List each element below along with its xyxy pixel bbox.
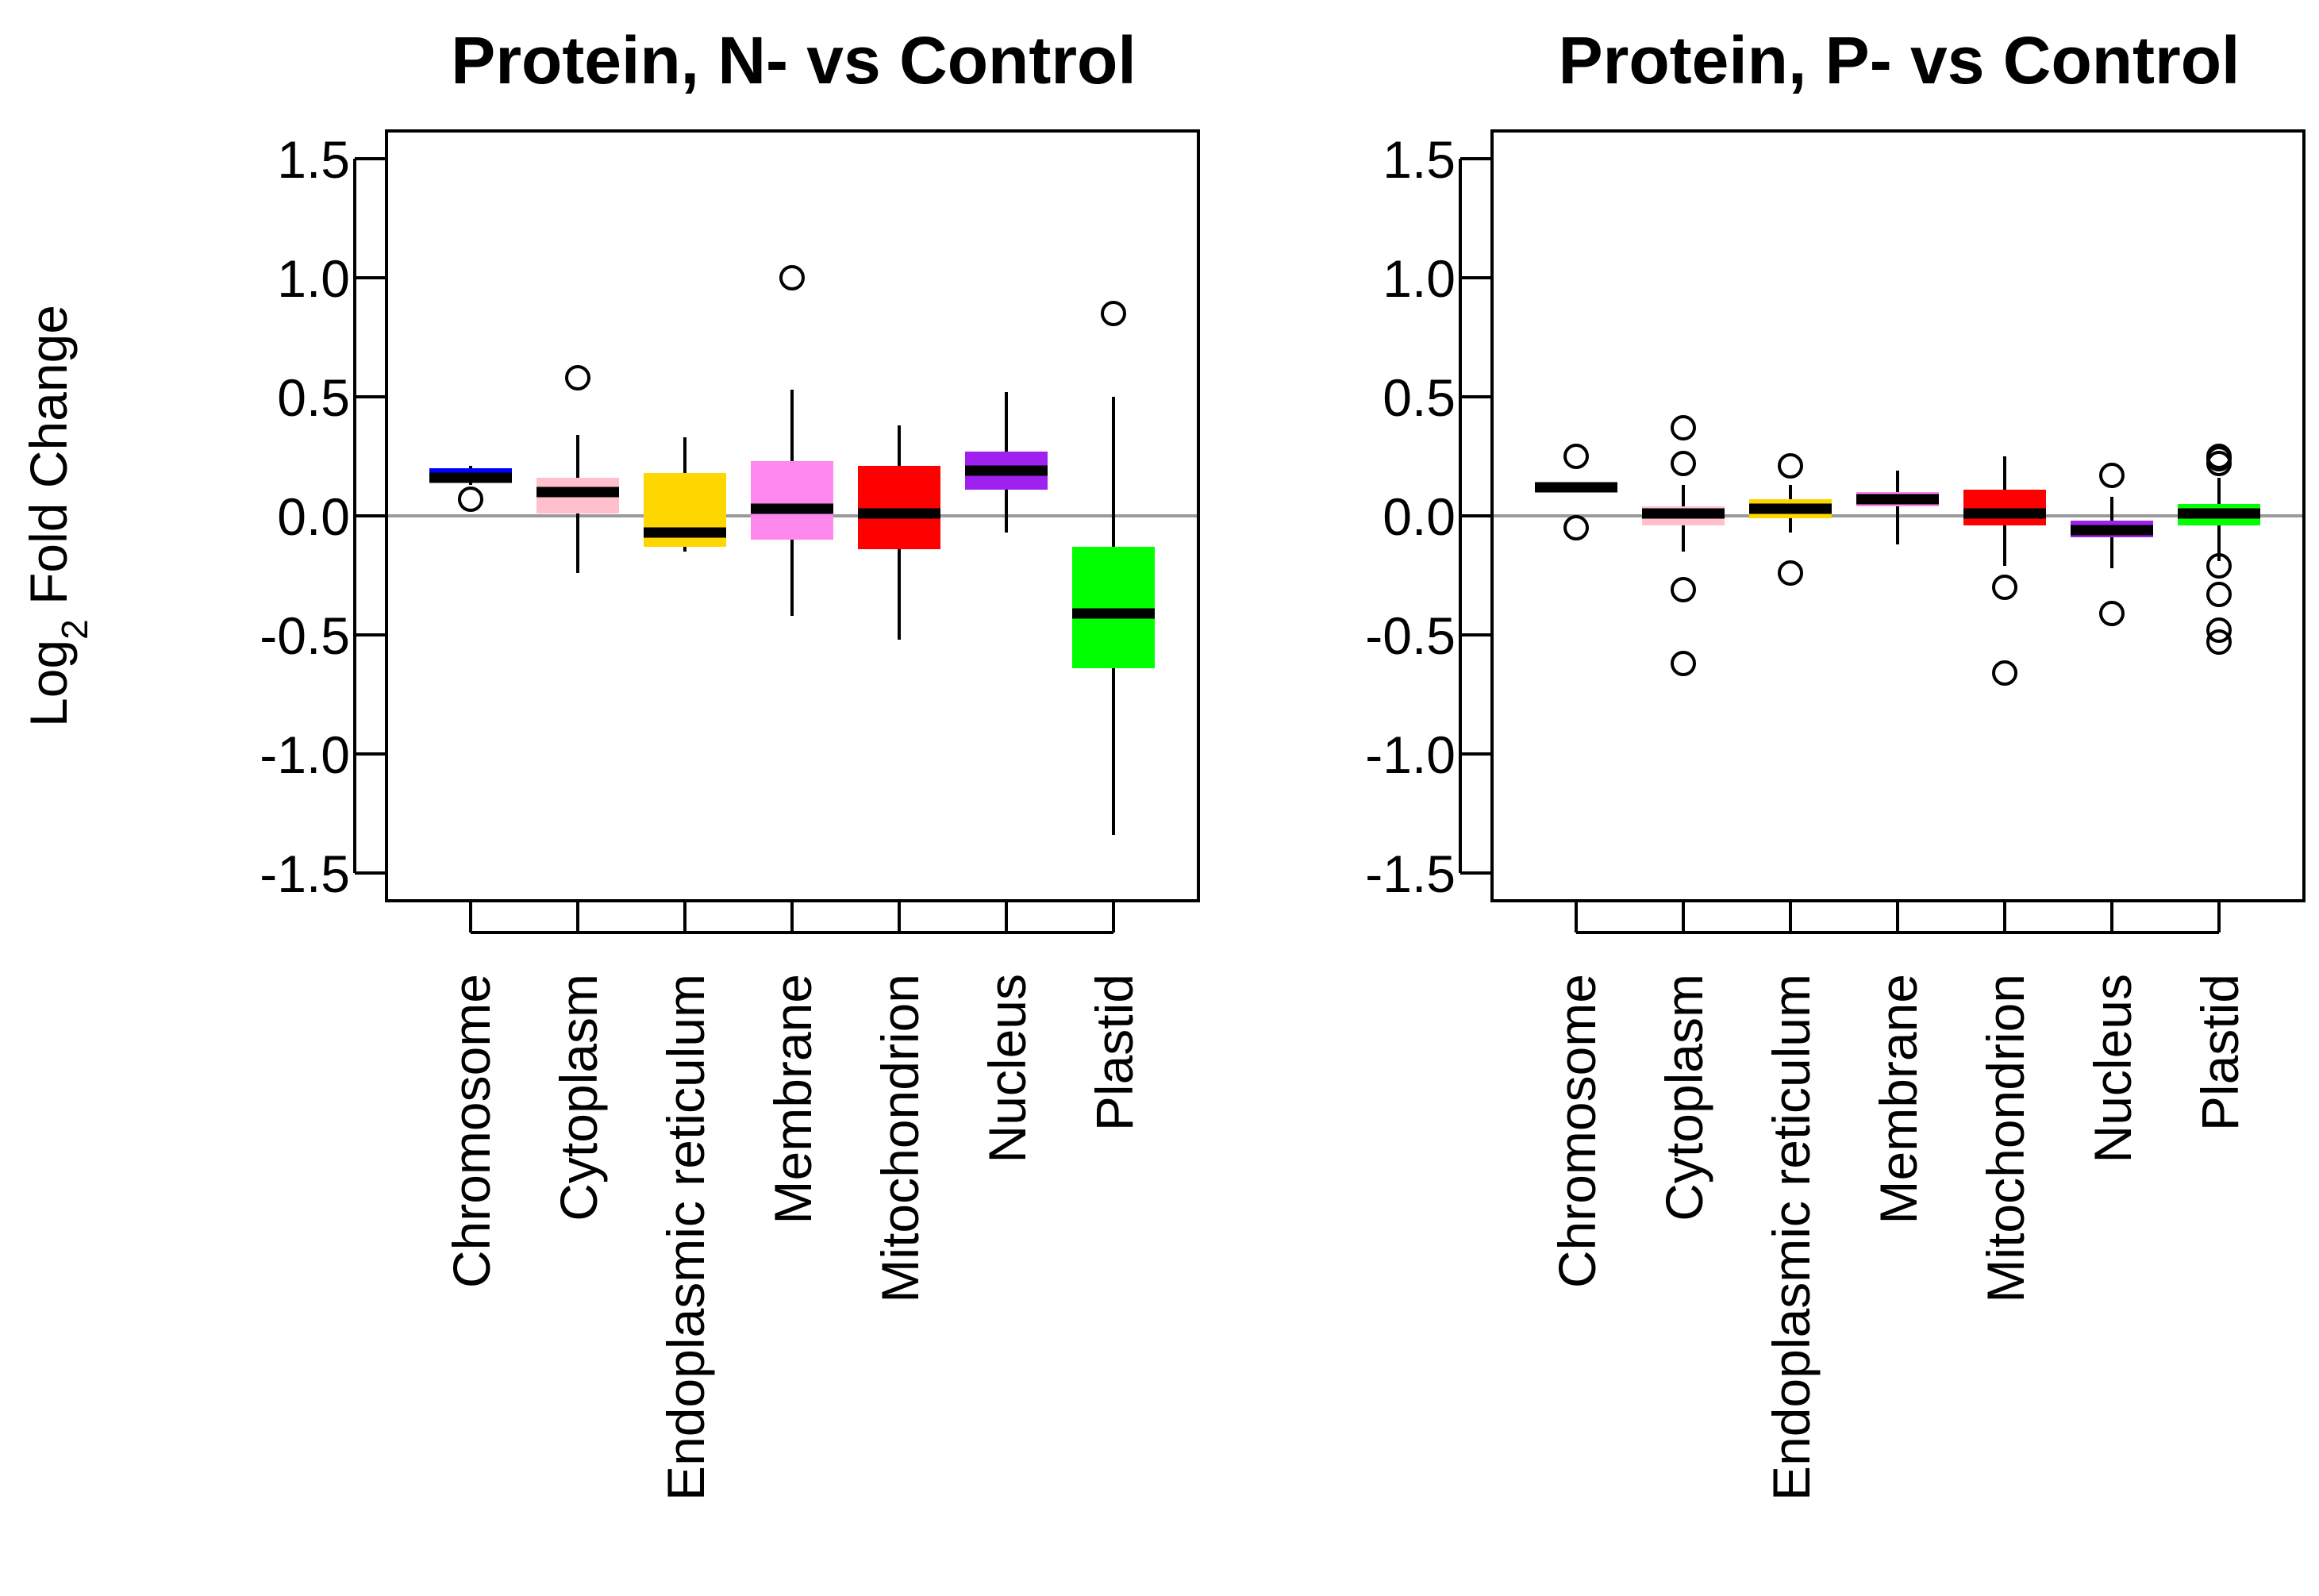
outlier-p-cytoplasm-3 xyxy=(1671,651,1696,676)
box-n-mitochondrion xyxy=(858,466,940,549)
box-n-membrane xyxy=(751,461,833,540)
x-tick-label-n-endoplasmic-reticulum: Endoplasmic reticulum xyxy=(656,974,715,1501)
y-axis-label-main: Log xyxy=(19,640,78,727)
panel-p-minus: Protein, P- vs Control 1.5 1.0 0.5 0.0 -0.5 -1… xyxy=(1365,23,2306,1501)
x-tick-label-p-chromosome: Chromosome xyxy=(1548,974,1606,1288)
y-axis-label-rest: Fold Change xyxy=(19,305,78,619)
y-tick-label-n-3: 0.0 xyxy=(277,487,350,546)
x-tick-label-p-plastid: Plastid xyxy=(2190,974,2249,1131)
x-tick-label-n-cytoplasm: Cytoplasm xyxy=(549,974,608,1221)
y-tick-label-n-0: 1.5 xyxy=(277,130,350,189)
box-n-plastid xyxy=(1072,547,1155,668)
chart-title-p: Protein, P- vs Control xyxy=(1559,23,2240,98)
x-tick-label-n-nucleus: Nucleus xyxy=(978,974,1036,1163)
y-tick-label-p-1: 1.0 xyxy=(1383,249,1456,308)
outlier-p-plastid-5 xyxy=(2206,617,2232,643)
outlier-p-plastid-3 xyxy=(2206,553,2232,579)
plot-frame-p xyxy=(1490,129,2306,902)
outlier-p-cytoplasm-1 xyxy=(1671,451,1696,476)
y-axis-label: Log2 Fold Change xyxy=(19,305,95,727)
y-tick-label-p-3: 0.0 xyxy=(1383,487,1456,546)
y-tick-label-n-2: 0.5 xyxy=(277,368,350,427)
box-p-mitochondrion xyxy=(1963,490,2046,525)
outlier-p-nucleus-1 xyxy=(2099,601,2125,626)
x-tick-label-n-chromosome: Chromosome xyxy=(442,974,501,1288)
x-tick-label-p-membrane: Membrane xyxy=(1869,974,1928,1224)
outlier-p-cytoplasm-0 xyxy=(1671,415,1696,440)
outlier-p-cytoplasm-2 xyxy=(1671,577,1696,602)
outlier-p-mitochondrion-0 xyxy=(1992,575,2017,600)
outlier-p-chromosome-1 xyxy=(1563,515,1589,540)
outlier-p-endoplasmic-reticulum-1 xyxy=(1778,560,1803,586)
plot-frame-n xyxy=(385,129,1200,902)
x-tick-label-p-mitochondrion: Mitochondrion xyxy=(1976,974,2035,1303)
y-tick-label-n-5: -1.0 xyxy=(260,725,350,784)
outlier-p-plastid-2 xyxy=(2206,451,2232,476)
outlier-n-membrane-0 xyxy=(779,265,805,290)
panel-n-minus: Protein, N- vs Control 1.5 1.0 0.5 0.0 -0.5 -1… xyxy=(260,23,1200,1501)
x-tick-label-p-cytoplasm: Cytoplasm xyxy=(1655,974,1713,1221)
outlier-n-cytoplasm-0 xyxy=(565,365,590,390)
y-tick-label-p-6: -1.5 xyxy=(1365,844,1456,903)
chart-title-n: Protein, N- vs Control xyxy=(451,23,1136,98)
outlier-p-plastid-4 xyxy=(2206,582,2232,607)
x-tick-label-p-nucleus: Nucleus xyxy=(2083,974,2142,1163)
outlier-n-chromosome-0 xyxy=(458,486,483,512)
outlier-p-chromosome-0 xyxy=(1563,444,1589,469)
y-tick-label-n-1: 1.0 xyxy=(277,249,350,308)
y-tick-label-p-5: -1.0 xyxy=(1365,725,1456,784)
y-tick-label-p-4: -0.5 xyxy=(1365,606,1456,665)
outlier-p-mitochondrion-1 xyxy=(1992,660,2017,686)
x-tick-label-n-plastid: Plastid xyxy=(1085,974,1144,1131)
x-tick-label-n-mitochondrion: Mitochondrion xyxy=(871,974,929,1303)
y-tick-label-p-2: 0.5 xyxy=(1383,368,1456,427)
y-tick-label-p-0: 1.5 xyxy=(1383,130,1456,189)
x-tick-label-n-membrane: Membrane xyxy=(763,974,822,1224)
y-tick-label-n-4: -0.5 xyxy=(260,606,350,665)
outlier-p-plastid-6 xyxy=(2206,629,2232,655)
outlier-p-nucleus-0 xyxy=(2099,463,2125,488)
y-tick-label-n-6: -1.5 xyxy=(260,844,350,903)
outlier-n-plastid-0 xyxy=(1101,301,1126,326)
y-axis-label-subscript: 2 xyxy=(54,619,95,640)
x-tick-label-p-endoplasmic-reticulum: Endoplasmic reticulum xyxy=(1762,974,1821,1501)
outlier-p-endoplasmic-reticulum-0 xyxy=(1778,453,1803,479)
